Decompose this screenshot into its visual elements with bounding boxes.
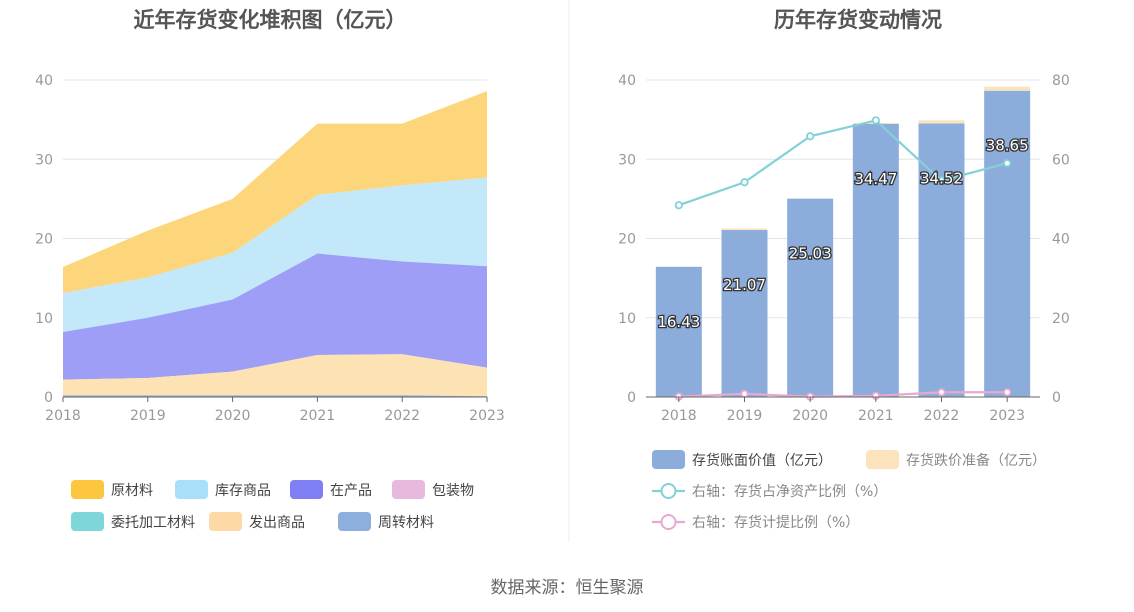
- bar-inventory-value: [984, 90, 1031, 397]
- legend-swatch-周转材料: [338, 512, 371, 531]
- legend-swatch-包装物: [392, 480, 425, 499]
- legend-label: 委托加工材料: [111, 515, 195, 531]
- legend-label: 存货跌价准备（亿元）: [906, 452, 1046, 469]
- right-axis: 2018 2019 2020 2021 2022 2023 0 10 20 30 40 0 20 40 60…: [618, 73, 1070, 424]
- legend-label: 库存商品: [215, 483, 271, 499]
- legend-marker-net-asset-ratio-circle: [660, 483, 677, 499]
- legend-label: 存货账面价值（亿元）: [692, 452, 832, 469]
- bar-inventory-value: [852, 123, 899, 397]
- legend-swatch-库存商品: [175, 480, 208, 499]
- right-chart-title: 历年存货变动情况: [774, 8, 942, 32]
- area-在产品: [63, 253, 487, 380]
- point-net-asset-ratio: [1003, 159, 1012, 168]
- left-x-tick-label: 2023: [469, 408, 505, 424]
- bar-inventory-value: [787, 198, 834, 397]
- left-x-tick-label: 2021: [300, 408, 336, 424]
- right-y2-tick-label: 0: [1052, 390, 1061, 406]
- legend-label: 右轴：存货计提比例（%）: [692, 514, 859, 531]
- line-provision-ratio: [678, 391, 1008, 398]
- left-x-tick-label: 2019: [130, 408, 166, 424]
- legend-swatch-委托加工材料: [71, 512, 104, 531]
- legend-swatch-原材料: [71, 480, 104, 499]
- left-y-tick-label: 40: [35, 73, 53, 89]
- right-y2-tick-label: 20: [1052, 311, 1070, 327]
- left-x-tick-label: 2022: [384, 408, 420, 424]
- legend-swatch-inventory-value: [652, 450, 685, 469]
- left-x-tick-label: 2020: [215, 408, 251, 424]
- right-y-tick-label: 20: [618, 232, 636, 248]
- right-y2-tick-label: 80: [1052, 73, 1070, 89]
- right-bar-series: [655, 86, 1031, 397]
- bar-inventory-value: [918, 123, 965, 397]
- point-net-asset-ratio: [937, 176, 946, 185]
- legend-label: 右轴：存货占净资产比例（%）: [692, 483, 887, 500]
- right-x-tick-label: 2020: [792, 408, 828, 424]
- point-net-asset-ratio: [740, 178, 749, 187]
- bar-impairment-provision: [721, 228, 768, 231]
- right-x-tick-label: 2019: [727, 408, 763, 424]
- area-发出商品: [63, 354, 487, 397]
- bar-data-label: 34.47: [854, 170, 897, 188]
- legend-label: 周转材料: [378, 515, 434, 531]
- bar-data-label: 21.07: [723, 276, 766, 294]
- right-y2-tick-label: 60: [1052, 152, 1070, 168]
- left-y-tick-label: 20: [35, 232, 53, 248]
- right-y2-tick-label: 40: [1052, 232, 1070, 248]
- right-x-tick-label: 2022: [924, 408, 960, 424]
- legend-label: 在产品: [330, 483, 372, 499]
- bar-data-label: 25.03: [789, 245, 832, 263]
- legend-label: 发出商品: [249, 515, 305, 531]
- bar-impairment-provision: [918, 120, 965, 124]
- point-net-asset-ratio: [674, 201, 683, 210]
- left-y-tick-label: 0: [44, 390, 53, 406]
- right-y-tick-label: 40: [618, 73, 636, 89]
- left-area-series: [63, 91, 487, 397]
- point-net-asset-ratio: [806, 132, 815, 141]
- bar-impairment-provision: [984, 86, 1031, 91]
- legend-swatch-在产品: [290, 480, 323, 499]
- right-y-tick-label: 30: [618, 152, 636, 168]
- left-chart-title: 近年存货变化堆积图（亿元）: [134, 8, 407, 32]
- legend-marker-provision-ratio-circle: [660, 514, 677, 530]
- right-legend: 存货账面价值（亿元） 存货跌价准备（亿元） 右轴：存货占净资产比例（%） 右轴：存货计…: [652, 450, 1046, 531]
- legend-swatch-impairment: [866, 450, 899, 469]
- line-net-asset-ratio: [678, 119, 1008, 207]
- right-x-tick-label: 2021: [858, 408, 894, 424]
- bar-data-label: 38.65: [986, 137, 1029, 155]
- left-y-tick-label: 10: [35, 311, 53, 327]
- right-gridlines: [646, 79, 1040, 319]
- right-y-tick-label: 10: [618, 311, 636, 327]
- bar-inventory-value: [655, 266, 702, 397]
- bar-data-label: 34.52: [920, 169, 963, 187]
- legend-swatch-发出商品: [209, 512, 242, 531]
- left-x-tick-label: 2018: [45, 408, 81, 424]
- legend-label: 原材料: [111, 483, 153, 499]
- point-provision-ratio: [740, 389, 749, 398]
- point-provision-ratio: [937, 388, 946, 397]
- area-原材料: [63, 91, 487, 294]
- bar-data-label: 16.43: [657, 313, 700, 331]
- right-bar-labels: 16.43 21.07 25.03 34.47 34.52 38.65: [656, 135, 1030, 332]
- right-x-tick-label: 2018: [661, 408, 697, 424]
- data-source: 数据来源：恒生聚源: [491, 578, 644, 598]
- left-axis: 2018 2019 2020 2021 2022 2023 0 10 20 30 40: [35, 73, 505, 424]
- point-net-asset-ratio: [871, 116, 880, 125]
- area-库存商品: [63, 177, 487, 333]
- right-y-tick-label: 0: [627, 390, 636, 406]
- point-provision-ratio: [1003, 388, 1012, 397]
- bar-inventory-value: [721, 230, 768, 397]
- left-y-tick-label: 30: [35, 152, 53, 168]
- legend-label: 包装物: [432, 483, 474, 499]
- right-x-tick-label: 2023: [989, 408, 1025, 424]
